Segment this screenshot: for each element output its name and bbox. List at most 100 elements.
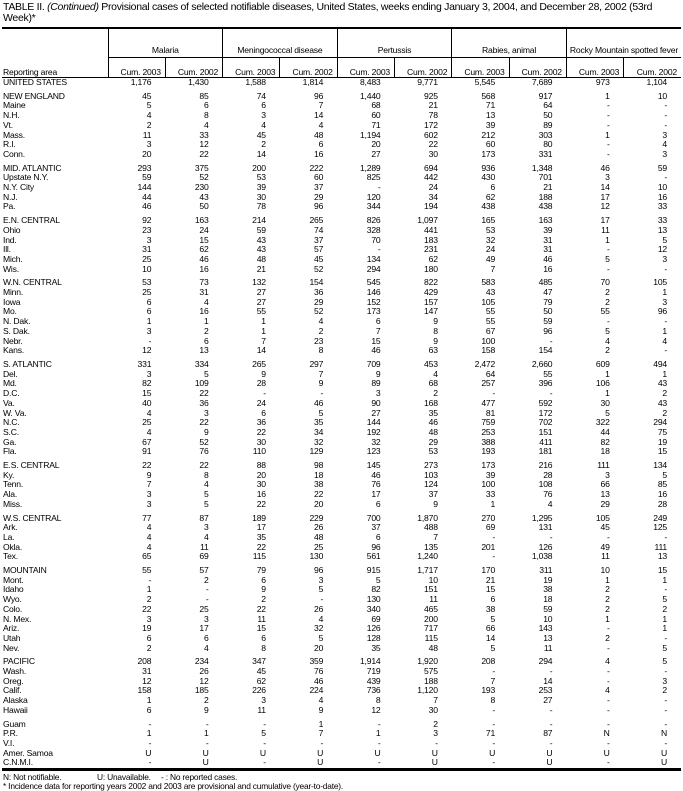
value-cell: 193 bbox=[481, 446, 496, 457]
value-cell: 55 bbox=[256, 306, 266, 317]
reporting-area-cell: Tenn. bbox=[3, 479, 24, 490]
value-cell: 96 bbox=[314, 201, 324, 212]
value-cell: 27 bbox=[371, 407, 381, 418]
value-cell: 6 bbox=[375, 531, 381, 542]
value-cell: - bbox=[263, 718, 266, 729]
value-cell: 5 bbox=[662, 234, 667, 245]
value-cell: - bbox=[263, 738, 266, 748]
value-cell: 189 bbox=[252, 512, 266, 523]
value-cell: 1 bbox=[261, 316, 266, 327]
value-cell: 36 bbox=[256, 417, 266, 428]
value-cell: 1 bbox=[605, 234, 610, 245]
value-cell: 270 bbox=[481, 512, 496, 523]
value-cell: 181 bbox=[538, 446, 553, 457]
reporting-area-cell: W. Va. bbox=[3, 407, 27, 418]
value-cell: 719 bbox=[366, 666, 381, 677]
value-cell: 3 bbox=[146, 325, 152, 336]
table-row: Ohio 23 24 59 74 328 441 53 39 11 13 bbox=[2, 224, 681, 236]
table-row: S. ATLANTIC 331 334 265 297 709 453 2,472 2,660 6… bbox=[2, 358, 681, 370]
value-cell: 44 bbox=[142, 191, 152, 202]
table-row: S. Dak. 3 2 1 2 7 8 67 96 5 1 bbox=[2, 325, 681, 337]
value-cell: 37 bbox=[314, 182, 324, 193]
value-cell: 111 bbox=[597, 460, 610, 471]
value-cell: - bbox=[377, 244, 381, 255]
table-row: Fla. 91 76 110 129 123 53 193 181 18 15 bbox=[2, 447, 681, 457]
value-cell: - bbox=[148, 757, 152, 768]
value-cell: 20 bbox=[314, 642, 324, 653]
value-cell: 71 bbox=[485, 100, 496, 111]
value-cell: 22 bbox=[256, 541, 266, 552]
reporting-area-cell: Ohio bbox=[3, 224, 21, 235]
value-cell: 13 bbox=[543, 632, 553, 643]
value-cell: 231 bbox=[424, 244, 438, 255]
value-cell: 6 bbox=[490, 182, 496, 193]
value-cell: 222 bbox=[309, 162, 324, 173]
value-cell: 6 bbox=[261, 632, 266, 643]
reporting-area-cell: V.I. bbox=[3, 738, 15, 748]
value-cell: 33 bbox=[199, 129, 209, 140]
value-cell: 37 bbox=[428, 489, 438, 500]
value-cell: 46 bbox=[428, 417, 438, 428]
table-row: Del. 3 5 9 7 9 4 64 55 1 1 bbox=[2, 369, 681, 380]
value-cell: 15 bbox=[199, 234, 209, 245]
value-cell: 10 bbox=[657, 182, 667, 193]
value-cell: 13 bbox=[485, 110, 496, 121]
table-row: W.S. CENTRAL 77 87 189 229 700 1,870 270 1,295 10… bbox=[2, 512, 681, 524]
reporting-area-cell: Kans. bbox=[3, 345, 24, 356]
value-cell: U bbox=[603, 747, 610, 758]
table-row: N.Y. City 144 230 39 37 - 24 6 21 14 10 bbox=[2, 182, 681, 193]
value-cell: 15 bbox=[485, 584, 496, 595]
value-cell: 25 bbox=[314, 541, 324, 552]
value-cell: 168 bbox=[424, 397, 438, 408]
value-cell: - bbox=[148, 738, 152, 748]
value-cell: 53 bbox=[428, 446, 438, 457]
value-cell: 4 bbox=[605, 656, 610, 667]
reporting-area-cell: La. bbox=[3, 531, 15, 542]
value-cell: 6 bbox=[146, 632, 152, 643]
reporting-area-cell: Ariz. bbox=[3, 623, 20, 634]
value-cell: 230 bbox=[194, 182, 209, 193]
value-cell: 1,176 bbox=[130, 77, 152, 87]
value-cell: 201 bbox=[481, 541, 496, 552]
value-cell: 157 bbox=[424, 296, 438, 307]
value-cell: 18 bbox=[314, 469, 324, 480]
value-cell: 7 bbox=[433, 695, 438, 706]
value-cell: 22 bbox=[199, 148, 209, 159]
value-cell: 1 bbox=[146, 728, 152, 739]
value-cell: 123 bbox=[366, 446, 381, 457]
value-cell: 21 bbox=[485, 574, 496, 585]
value-cell: 98 bbox=[314, 460, 324, 471]
value-cell: 74 bbox=[256, 90, 266, 101]
value-cell: 609 bbox=[595, 358, 610, 369]
reporting-area-header: Reporting area bbox=[2, 27, 108, 78]
value-cell: 4 bbox=[204, 296, 209, 307]
reporting-area-cell: Guam bbox=[3, 718, 26, 729]
value-cell: U bbox=[202, 757, 209, 768]
value-cell: 700 bbox=[366, 512, 381, 523]
value-cell: 4 bbox=[146, 426, 152, 437]
value-cell: 22 bbox=[256, 603, 266, 614]
value-cell: 602 bbox=[424, 129, 438, 140]
value-cell: 10 bbox=[657, 90, 667, 101]
value-cell: 146 bbox=[366, 287, 381, 298]
value-cell: 2 bbox=[204, 325, 209, 336]
value-cell: 5 bbox=[662, 469, 667, 480]
value-cell: 702 bbox=[538, 417, 553, 428]
table-row: MID. ATLANTIC 293 375 200 222 1,289 694 936 1,34… bbox=[2, 162, 681, 174]
value-cell: 154 bbox=[309, 277, 324, 288]
value-cell: 1 bbox=[662, 325, 667, 336]
value-cell: 47 bbox=[543, 287, 553, 298]
value-cell: - bbox=[492, 757, 496, 768]
reporting-area-cell: N. Mex. bbox=[3, 613, 32, 624]
value-cell: 1,295 bbox=[531, 512, 553, 523]
value-cell: U bbox=[317, 757, 324, 768]
value-cell: 13 bbox=[657, 551, 667, 562]
value-cell: 8 bbox=[375, 695, 381, 706]
value-cell: 2 bbox=[605, 345, 610, 356]
value-cell: 9 bbox=[146, 469, 152, 480]
value-cell: 31 bbox=[543, 244, 553, 255]
value-cell: 185 bbox=[194, 685, 209, 696]
value-cell: 234 bbox=[194, 656, 209, 667]
value-cell: 55 bbox=[600, 306, 610, 317]
value-cell: - bbox=[664, 704, 667, 715]
